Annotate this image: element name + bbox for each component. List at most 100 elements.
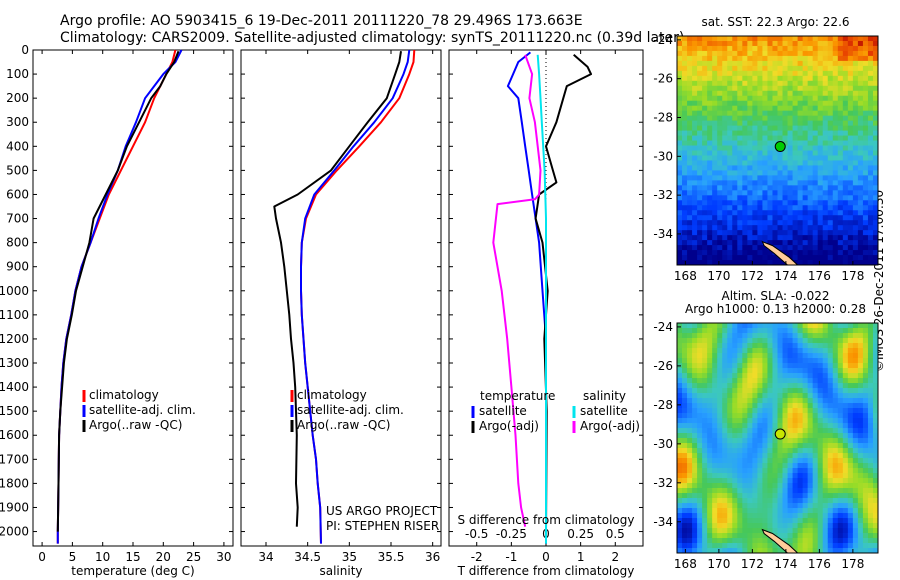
map-cell — [817, 473, 824, 479]
map-cell — [772, 328, 778, 334]
y-tick-label: 400 — [6, 139, 29, 153]
map-cell — [727, 80, 733, 87]
map-cell — [847, 70, 854, 77]
map-cell — [762, 463, 768, 469]
map-cell — [787, 503, 793, 509]
map-cell — [862, 323, 869, 329]
map-cell — [872, 50, 879, 57]
map-cell — [707, 458, 713, 464]
map-cell — [712, 503, 718, 509]
map-cell — [817, 368, 824, 374]
map-cell — [827, 368, 834, 374]
map-cell — [742, 240, 748, 246]
map-cell — [752, 523, 758, 529]
map-cell — [782, 215, 788, 221]
map-cell — [767, 250, 773, 256]
map-cell — [787, 60, 793, 67]
map-cell — [747, 393, 753, 399]
map-cell — [862, 165, 869, 171]
map-cell — [702, 403, 708, 409]
map-cell — [722, 235, 728, 241]
map-cell — [822, 135, 829, 141]
map-cell — [737, 533, 743, 539]
map-cell — [852, 453, 859, 459]
map-cell — [717, 468, 723, 474]
map-cell — [702, 533, 708, 539]
map-cell — [762, 90, 768, 97]
map-cell — [742, 533, 748, 539]
map-cell — [787, 388, 793, 394]
map-cell — [842, 503, 849, 509]
map-cell — [767, 418, 773, 424]
map-cell — [702, 110, 708, 117]
map-cell — [732, 165, 738, 171]
map-cell — [812, 160, 819, 166]
map-cell — [772, 343, 778, 349]
x-tick-label: 5 — [69, 550, 77, 564]
map-cell — [837, 428, 844, 434]
map-cell — [797, 323, 804, 329]
map-cell — [682, 523, 688, 529]
map-cell — [792, 55, 799, 62]
map-cell — [727, 478, 733, 484]
map-cell — [802, 110, 809, 117]
map-cell — [792, 508, 799, 514]
map-cell — [747, 110, 753, 117]
map-cell — [737, 548, 743, 554]
map-cell — [732, 210, 738, 216]
map-cell — [742, 70, 748, 77]
map-cell — [812, 418, 819, 424]
map-cell — [767, 95, 773, 102]
map-cell — [857, 40, 864, 47]
map-cell — [687, 100, 693, 107]
map-cell — [767, 220, 773, 226]
map-cell — [687, 205, 693, 211]
map-cell — [842, 255, 849, 261]
map-cell — [712, 130, 718, 136]
map-cell — [817, 448, 824, 454]
map-cell — [762, 125, 768, 131]
map-cell — [717, 488, 723, 494]
map-cell — [792, 323, 799, 329]
map-cell — [837, 240, 844, 246]
map-cell — [792, 40, 799, 47]
map-cell — [867, 533, 874, 539]
map-cell — [687, 105, 693, 112]
map-cell — [757, 255, 763, 261]
map-cell — [872, 548, 879, 554]
map-cell — [712, 343, 718, 349]
map-cell — [777, 523, 783, 529]
map-cell — [792, 498, 799, 504]
map-cell — [837, 220, 844, 226]
map-cell — [762, 403, 768, 409]
map-cell — [872, 40, 879, 47]
map-cell — [847, 483, 854, 489]
map-cell — [682, 240, 688, 246]
map-cell — [852, 468, 859, 474]
map-cell — [802, 388, 809, 394]
map-cell — [742, 428, 748, 434]
map-cell — [752, 463, 758, 469]
map-cell — [767, 353, 773, 359]
map-cell — [692, 220, 698, 226]
map-cell — [857, 150, 864, 156]
map-cell — [787, 85, 793, 92]
x-tick-label-salinity: 0.5 — [606, 527, 625, 541]
map-cell — [812, 338, 819, 344]
map-cell — [832, 508, 839, 514]
map-cell — [872, 190, 879, 196]
map-cell — [837, 463, 844, 469]
map-cell — [762, 210, 768, 216]
map-cell — [812, 348, 819, 354]
map-cell — [802, 328, 809, 334]
map-cell — [697, 200, 703, 206]
map-cell — [812, 463, 819, 469]
map-cell — [712, 140, 718, 146]
map-cell — [787, 358, 793, 364]
map-cell — [772, 323, 778, 329]
map-cell — [777, 210, 783, 216]
map-cell — [867, 90, 874, 97]
map-cell — [827, 220, 834, 226]
map-cell — [697, 538, 703, 544]
map-cell — [832, 363, 839, 369]
